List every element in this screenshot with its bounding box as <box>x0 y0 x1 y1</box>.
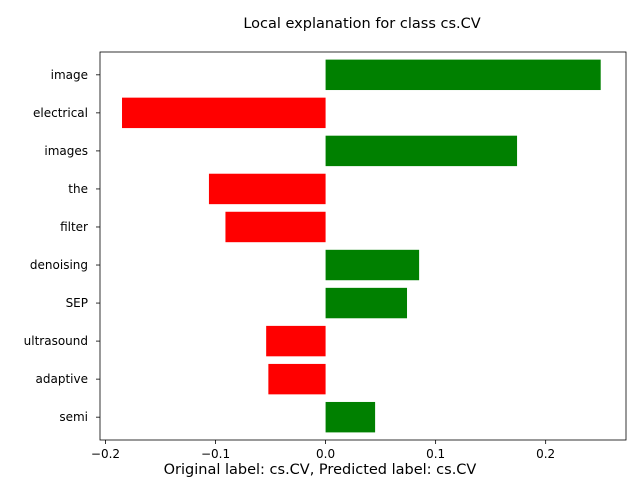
bar-SEP <box>325 287 408 319</box>
bar-the <box>208 173 326 205</box>
bar-images <box>325 135 518 167</box>
bar-semi <box>325 401 376 433</box>
y-tick-label-SEP: SEP <box>66 296 88 310</box>
y-tick-label-image: image <box>51 68 88 82</box>
y-tick-label-semi: semi <box>59 410 88 424</box>
y-tick-label-images: images <box>44 144 88 158</box>
bar-filter <box>225 211 326 243</box>
y-tick-label-denoising: denoising <box>30 258 88 272</box>
bar-adaptive <box>268 363 326 395</box>
x-tick-label-2: 0.0 <box>316 447 335 461</box>
x-tick-label-0: −0.2 <box>91 447 120 461</box>
y-tick-label-electrical: electrical <box>33 106 88 120</box>
x-tick-label-1: −0.1 <box>201 447 230 461</box>
x-tick-label-3: 0.1 <box>426 447 445 461</box>
bar-ultrasound <box>266 325 326 357</box>
chart-title: Local explanation for class cs.CV <box>243 16 480 32</box>
bar-electrical <box>122 97 326 129</box>
x-tick-label-4: 0.2 <box>536 447 555 461</box>
y-tick-label-the: the <box>68 182 88 196</box>
axes-frame <box>99 51 627 441</box>
bar-image <box>325 59 601 91</box>
y-tick-label-ultrasound: ultrasound <box>24 334 88 348</box>
chart-caption: Original label: cs.CV, Predicted label: … <box>164 462 477 478</box>
y-tick-label-filter: filter <box>60 220 88 234</box>
plot-area: image electrical images the filter denoising S… <box>24 51 627 461</box>
bar-denoising <box>325 249 420 281</box>
y-tick-label-adaptive: adaptive <box>36 372 88 386</box>
